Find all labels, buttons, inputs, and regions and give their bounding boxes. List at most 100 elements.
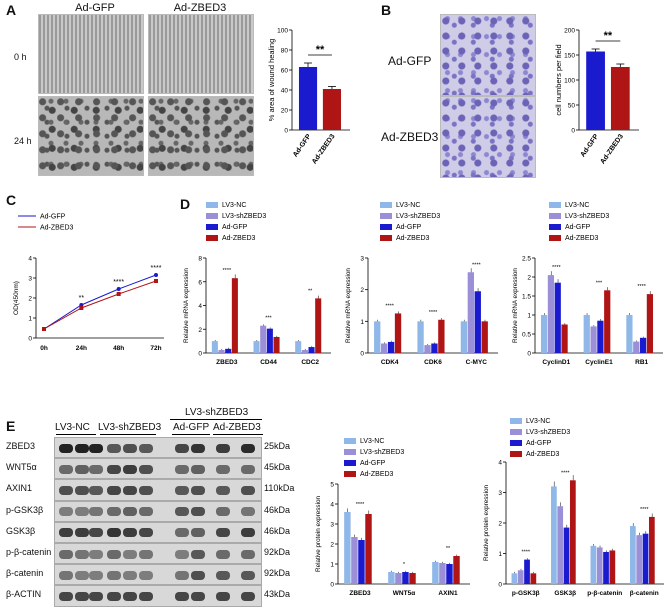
bar (225, 348, 232, 353)
blot-band (216, 549, 230, 559)
chart-d2-mrna: 0 1 2 3 Relative mRNA expression CDK4 **** CDK6… (345, 202, 498, 366)
legend-label: Ad-GFP (360, 460, 386, 467)
bar (218, 350, 225, 353)
sig-label: ** (79, 295, 85, 302)
bar (395, 573, 402, 584)
bar (266, 328, 273, 353)
x-tick-label: Ad-GFP (580, 133, 601, 159)
lane-line-sh (100, 434, 156, 435)
y-tick-label: 4 (28, 256, 32, 263)
panel-label-d: D (180, 196, 191, 212)
y-tick-label: 2 (498, 521, 502, 528)
bar (563, 527, 570, 584)
blot-band (175, 528, 189, 538)
bar (211, 341, 218, 353)
y-tick-label: 6 (198, 279, 202, 286)
blot-row-label: WNT5α (6, 462, 37, 473)
blot-band (123, 443, 137, 453)
legend-label: LV3-shZBED3 (526, 429, 570, 436)
blot-band (123, 464, 137, 474)
bar (308, 347, 315, 353)
y-tick-label: 0 (360, 351, 364, 358)
bar (253, 341, 260, 353)
blot-band (241, 485, 255, 495)
legend-label: LV3-shZBED3 (565, 213, 609, 220)
y-tick-label: 2 (360, 287, 364, 294)
chart-d1-mrna: 0 2 4 6 8 Relative mRNA expression ZBED3 **** CD… (183, 202, 331, 366)
y-tick-label: 50 (568, 103, 576, 110)
bar (315, 298, 322, 353)
bar (231, 278, 238, 353)
y-axis-label: % area of wound healing (267, 39, 276, 122)
bar (636, 535, 643, 584)
legend-swatch (549, 213, 561, 219)
y-axis-label: cell numbers per field (554, 44, 563, 115)
data-point (79, 306, 84, 310)
x-tick-label: p-GSK3β (512, 590, 540, 597)
y-tick-label: 2 (198, 327, 202, 334)
legend-label: LV3-shZBED3 (396, 213, 440, 220)
bar (431, 343, 438, 353)
bar (626, 315, 633, 353)
blot-row-kda: 45kDa (264, 462, 291, 473)
bar (639, 337, 647, 353)
x-tick-label: CDK6 (424, 359, 442, 366)
blot-band (175, 443, 189, 453)
bar (597, 320, 604, 353)
chart-a-wound-healing: 0 20 40 60 80 100% area of wound healing Ad-GF… (267, 28, 350, 166)
legend-label: Ad-ZBED3 (360, 471, 394, 478)
legend-label: LV3-NC (360, 438, 384, 445)
bar (603, 551, 609, 584)
blot-band (191, 485, 205, 495)
data-point (154, 279, 158, 283)
row-label-24h: 24 h (14, 136, 32, 146)
sig-label: * (403, 562, 406, 568)
y-tick-label: 1 (527, 313, 531, 320)
blot-band (123, 485, 137, 495)
blot-band (107, 443, 121, 453)
blot-band (191, 464, 205, 474)
sig-label: **** (521, 550, 530, 556)
data-point (116, 287, 121, 291)
bar (530, 573, 537, 584)
lane-label-lv3-shzbed3: LV3-shZBED3 (98, 422, 162, 433)
legend-label: Ad-ZBED3 (526, 451, 560, 458)
x-tick-label: 0h (40, 345, 48, 352)
panel-label-b: B (381, 2, 392, 18)
blot-row-kda: 43kDa (264, 589, 291, 600)
blot-band (175, 485, 189, 495)
blot-strip (54, 437, 262, 459)
blot-strip (54, 479, 262, 501)
bar (417, 321, 424, 353)
x-tick-label: Ad-ZBED3 (311, 133, 337, 165)
blot-band (241, 443, 255, 453)
y-axis-label: Relative protein expression (315, 496, 322, 572)
legend-swatch (549, 224, 561, 230)
sig-label: **** (113, 279, 124, 286)
bar (610, 67, 630, 130)
blot-band (59, 570, 73, 580)
blot-band (175, 507, 189, 517)
blot-band (89, 485, 103, 495)
bar (604, 290, 611, 353)
y-tick-label: 3 (330, 522, 334, 529)
blot-band (107, 485, 121, 495)
bar (298, 67, 318, 130)
y-tick-label: 2.5 (522, 256, 531, 263)
blot-band (139, 570, 153, 580)
y-tick-label: 1 (360, 319, 364, 326)
legend-label: Ad-ZBED3 (40, 225, 74, 232)
blot-row-kda: 46kDa (264, 525, 291, 536)
lane-label-ad-zbed3: Ad-ZBED3 (213, 422, 261, 433)
blot-band (107, 549, 121, 559)
x-tick-label: RB1 (635, 359, 648, 366)
y-tick-label: 100 (564, 78, 575, 85)
blot-band (191, 443, 205, 453)
y-tick-label: 4 (330, 502, 334, 509)
blot-band (175, 570, 189, 580)
bar (481, 321, 488, 353)
bar (590, 326, 597, 353)
lane-label-lv3-nc: LV3-NC (55, 422, 90, 433)
bar (474, 291, 481, 353)
bar (609, 550, 616, 584)
